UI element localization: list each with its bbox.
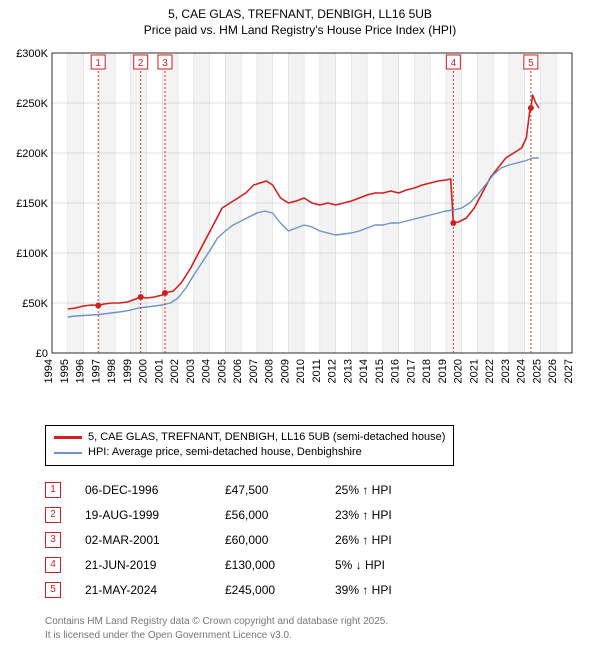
svg-text:2025: 2025	[531, 359, 543, 383]
svg-text:2023: 2023	[500, 359, 512, 383]
svg-text:2017: 2017	[405, 359, 417, 383]
svg-text:2018: 2018	[421, 359, 433, 383]
svg-text:2014: 2014	[358, 359, 370, 383]
svg-text:2000: 2000	[138, 359, 150, 383]
svg-text:1996: 1996	[75, 359, 87, 383]
svg-text:1999: 1999	[122, 359, 134, 383]
svg-text:2004: 2004	[201, 359, 213, 383]
legend-label-1: 5, CAE GLAS, TREFNANT, DENBIGH, LL16 5UB…	[88, 430, 445, 445]
tx-hpi: 23% ↑ HPI	[335, 508, 435, 522]
tx-date: 21-JUN-2019	[85, 558, 225, 572]
table-row: 2 19-AUG-1999£56,00023% ↑ HPI	[45, 502, 435, 527]
tx-hpi: 39% ↑ HPI	[335, 583, 435, 597]
svg-text:2006: 2006	[232, 359, 244, 383]
svg-text:1994: 1994	[43, 359, 55, 383]
svg-text:2: 2	[138, 58, 144, 69]
svg-text:£0: £0	[36, 348, 48, 360]
marker-badge: 2	[45, 507, 61, 523]
tx-date: 19-AUG-1999	[85, 508, 225, 522]
svg-text:3: 3	[162, 58, 168, 69]
svg-text:1995: 1995	[59, 359, 71, 383]
tx-hpi: 5% ↓ HPI	[335, 558, 435, 572]
svg-text:2022: 2022	[484, 359, 496, 383]
marker-badge: 3	[45, 532, 61, 548]
svg-text:2001: 2001	[153, 359, 165, 383]
tx-hpi: 25% ↑ HPI	[335, 483, 435, 497]
svg-text:1: 1	[95, 58, 101, 69]
svg-text:1997: 1997	[90, 359, 102, 383]
svg-text:£100K: £100K	[16, 248, 48, 260]
footnote-line1: Contains HM Land Registry data © Crown c…	[45, 615, 388, 629]
svg-text:2011: 2011	[311, 359, 323, 383]
svg-text:2021: 2021	[468, 359, 480, 383]
title-line1: 5, CAE GLAS, TREFNANT, DENBIGH, LL16 5UB	[0, 6, 600, 22]
table-row: 4 21-JUN-2019£130,0005% ↓ HPI	[45, 552, 435, 577]
tx-price: £245,000	[225, 583, 335, 597]
tx-date: 21-MAY-2024	[85, 583, 225, 597]
table-row: 3 02-MAR-2001£60,00026% ↑ HPI	[45, 527, 435, 552]
svg-text:2013: 2013	[342, 359, 354, 383]
svg-text:£300K: £300K	[16, 48, 48, 60]
svg-text:£250K: £250K	[16, 98, 48, 110]
transactions-table: 1 06-DEC-1996£47,50025% ↑ HPI 2 19-AUG-1999…	[45, 477, 435, 602]
footnote: Contains HM Land Registry data © Crown c…	[45, 615, 388, 642]
legend-row-1: 5, CAE GLAS, TREFNANT, DENBIGH, LL16 5UB…	[54, 430, 445, 445]
legend-swatch-2	[54, 452, 82, 454]
svg-text:5: 5	[528, 58, 534, 69]
legend-label-2: HPI: Average price, semi-detached house,…	[88, 445, 362, 460]
svg-text:2020: 2020	[453, 359, 465, 383]
svg-text:2008: 2008	[264, 359, 276, 383]
chart: £0 £50K £100K £150K £200K £250K £300K 1994 1995 1…	[10, 45, 580, 415]
svg-text:2010: 2010	[295, 359, 307, 383]
tx-price: £56,000	[225, 508, 335, 522]
svg-text:2012: 2012	[327, 359, 339, 383]
tx-price: £130,000	[225, 558, 335, 572]
svg-text:£50K: £50K	[22, 298, 48, 310]
tx-price: £47,500	[225, 483, 335, 497]
table-row: 1 06-DEC-1996£47,50025% ↑ HPI	[45, 477, 435, 502]
svg-text:2009: 2009	[279, 359, 291, 383]
legend-row-2: HPI: Average price, semi-detached house,…	[54, 445, 445, 460]
svg-text:2024: 2024	[516, 359, 528, 383]
svg-text:1998: 1998	[106, 359, 118, 383]
footnote-line2: It is licensed under the Open Government…	[45, 629, 388, 643]
svg-text:2002: 2002	[169, 359, 181, 383]
table-row: 5 21-MAY-2024£245,00039% ↑ HPI	[45, 577, 435, 602]
svg-text:2015: 2015	[374, 359, 386, 383]
svg-text:2016: 2016	[390, 359, 402, 383]
marker-badge: 1	[45, 482, 61, 498]
svg-text:2026: 2026	[547, 359, 559, 383]
svg-text:2019: 2019	[437, 359, 449, 383]
tx-date: 02-MAR-2001	[85, 533, 225, 547]
chart-title: 5, CAE GLAS, TREFNANT, DENBIGH, LL16 5UB…	[0, 0, 600, 38]
legend: 5, CAE GLAS, TREFNANT, DENBIGH, LL16 5UB…	[45, 425, 454, 466]
svg-text:2003: 2003	[185, 359, 197, 383]
title-line2: Price paid vs. HM Land Registry's House …	[0, 22, 600, 38]
svg-text:4: 4	[451, 58, 457, 69]
svg-text:£150K: £150K	[16, 198, 48, 210]
marker-badge: 5	[45, 582, 61, 598]
svg-text:2027: 2027	[563, 359, 575, 383]
tx-price: £60,000	[225, 533, 335, 547]
tx-hpi: 26% ↑ HPI	[335, 533, 435, 547]
svg-text:2005: 2005	[216, 359, 228, 383]
svg-text:£200K: £200K	[16, 148, 48, 160]
marker-badge: 4	[45, 557, 61, 573]
svg-text:2007: 2007	[248, 359, 260, 383]
tx-date: 06-DEC-1996	[85, 483, 225, 497]
legend-swatch-1	[54, 436, 82, 439]
